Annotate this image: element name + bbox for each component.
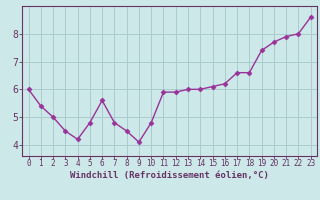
- X-axis label: Windchill (Refroidissement éolien,°C): Windchill (Refroidissement éolien,°C): [70, 171, 269, 180]
